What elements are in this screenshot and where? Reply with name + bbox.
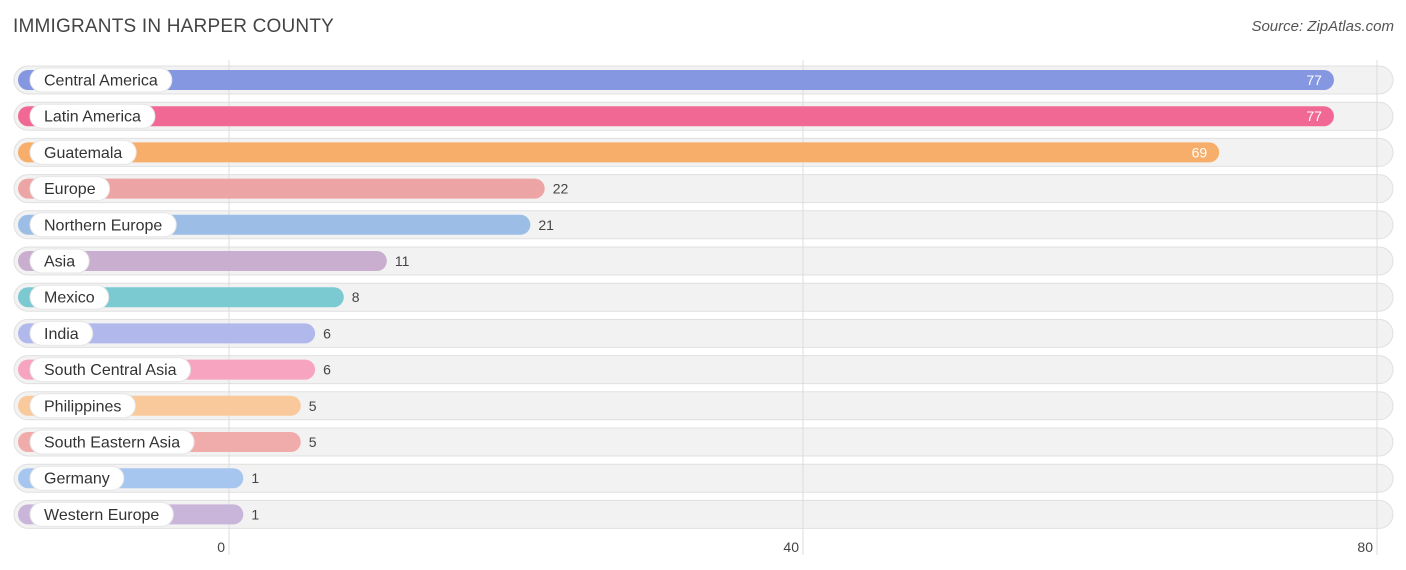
- value-label: 1: [251, 470, 259, 486]
- row-track: [13, 282, 1394, 312]
- tick-label: 0: [217, 539, 225, 555]
- category-label: South Central Asia: [44, 362, 177, 379]
- category-label-pill: [29, 429, 195, 455]
- category-label-pill: [29, 501, 174, 527]
- row-track: [13, 427, 1394, 457]
- bar[interactable]: [18, 323, 316, 344]
- value-label: 69: [1192, 144, 1208, 160]
- row-track: [13, 318, 1394, 348]
- category-label: Philippines: [44, 398, 121, 415]
- category-label-pill: [29, 320, 94, 346]
- category-label: Guatemala: [44, 145, 122, 162]
- value-label: 1: [251, 506, 259, 522]
- value-label: 6: [323, 362, 331, 378]
- value-label: 77: [1306, 72, 1322, 88]
- tick-label: 40: [783, 539, 799, 555]
- row-track: [13, 355, 1394, 385]
- category-label: Asia: [44, 254, 75, 271]
- category-label: Northern Europe: [44, 217, 162, 234]
- value-label: 22: [553, 181, 569, 197]
- category-label-pill: [29, 176, 111, 202]
- bars-layer: Central America 77 Latin America 77 Guatemal…: [18, 67, 1334, 527]
- value-label: 21: [538, 217, 554, 233]
- value-label: 5: [309, 434, 317, 450]
- category-label: Central America: [44, 73, 158, 90]
- category-label: Germany: [44, 471, 110, 488]
- category-label-pill: [29, 284, 110, 310]
- category-label: Mexico: [44, 290, 95, 307]
- bar[interactable]: [18, 106, 1334, 127]
- category-label-pill: [29, 139, 137, 165]
- category-label: Latin America: [44, 109, 141, 126]
- category-label-pill: [29, 393, 136, 419]
- category-label: South Eastern Asia: [44, 435, 180, 452]
- category-label-pill: [29, 248, 90, 274]
- value-label: 8: [352, 289, 360, 305]
- chart-title: IMMIGRANTS IN HARPER COUNTY: [13, 16, 335, 37]
- bar[interactable]: [18, 70, 1334, 90]
- category-label: Europe: [44, 181, 96, 198]
- category-label-pill: [29, 357, 192, 383]
- bar[interactable]: [18, 142, 1220, 163]
- category-label-pill: [29, 103, 156, 129]
- category-label-pill: [29, 67, 173, 93]
- category-label: Western Europe: [44, 507, 159, 524]
- row-track: [13, 391, 1394, 421]
- category-label: India: [44, 326, 79, 343]
- value-label: 5: [309, 398, 317, 414]
- bar[interactable]: [18, 251, 387, 271]
- category-label-pill: [29, 212, 177, 238]
- bar[interactable]: [18, 178, 545, 199]
- value-label: 6: [323, 325, 331, 341]
- row-track: [13, 463, 1394, 493]
- category-label-pill: [29, 465, 125, 491]
- chart-source: Source: ZipAtlas.com: [1251, 18, 1394, 35]
- tick-label: 80: [1357, 539, 1373, 555]
- row-track: [13, 499, 1394, 529]
- value-label: 11: [395, 253, 410, 269]
- value-label: 77: [1306, 108, 1322, 124]
